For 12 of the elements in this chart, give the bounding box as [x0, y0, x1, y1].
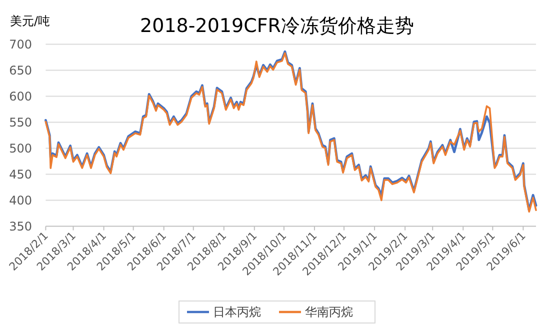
y-tick-label: 500	[9, 141, 32, 156]
y-tick-label: 650	[9, 63, 32, 78]
y-tick-label: 700	[9, 37, 32, 52]
y-axis-title: 美元/吨	[10, 14, 50, 28]
legend-label: 华南丙烷	[305, 305, 353, 319]
y-tick-label: 350	[9, 219, 32, 234]
y-tick-label: 550	[9, 115, 32, 130]
y-tick-label: 600	[9, 89, 32, 104]
y-tick-label: 400	[9, 193, 32, 208]
legend-label: 日本丙烷	[213, 305, 261, 319]
y-tick-label: 450	[9, 167, 32, 182]
chart-title: 2018-2019CFR冷冻货价格走势	[140, 15, 414, 37]
